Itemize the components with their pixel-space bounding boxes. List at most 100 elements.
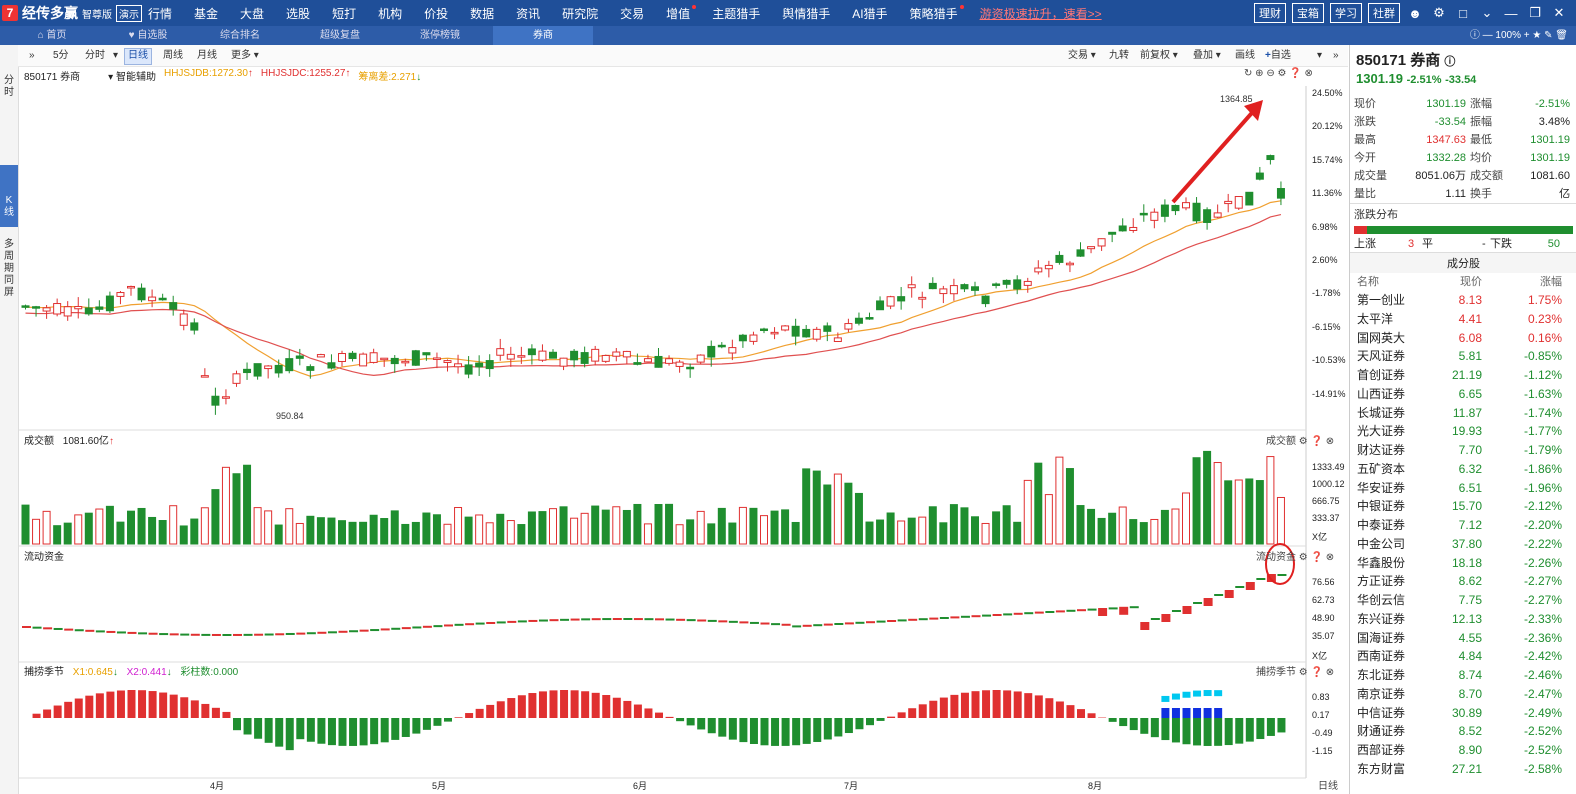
pen-icon[interactable]: ✎: [1544, 30, 1556, 41]
adjust-button[interactable]: 前复权 ▾: [1140, 50, 1178, 61]
col-price[interactable]: 现价: [1460, 276, 1482, 288]
settings-icon[interactable]: ⚙: [1433, 5, 1445, 20]
restore-icon[interactable]: ❐: [1529, 5, 1541, 20]
help-icon[interactable]: ❓: [1310, 436, 1323, 447]
jiuzhuan-button[interactable]: 九转: [1109, 50, 1129, 61]
col-change[interactable]: 涨幅: [1540, 276, 1562, 288]
collapse-icon[interactable]: »: [1333, 50, 1339, 61]
constituent-row[interactable]: 中金公司 37.80 -2.22%: [1350, 535, 1576, 554]
tab-kline[interactable]: K 线: [0, 165, 18, 227]
promo-link[interactable]: 游资极速拉升，速看>>: [979, 6, 1102, 21]
trade-button[interactable]: 交易 ▾: [1068, 50, 1096, 61]
gear-icon[interactable]: ⚙: [1298, 667, 1308, 678]
dropdown-icon[interactable]: ▾: [113, 50, 119, 61]
tab-watchlist[interactable]: ♥ 自选股: [118, 26, 178, 45]
constituent-row[interactable]: 东方财富 27.21 -2.58%: [1350, 760, 1576, 779]
tab-fenshi[interactable]: 分 时: [0, 45, 18, 105]
shequn-button[interactable]: 社群: [1368, 3, 1400, 23]
menu-item[interactable]: AI猎手: [852, 6, 888, 21]
period-monthly[interactable]: 月线: [197, 50, 217, 61]
tab-review[interactable]: 超级复盘: [320, 30, 360, 41]
kline-chart[interactable]: 1364.85 950.84: [18, 66, 1308, 794]
menu-item[interactable]: 机构: [378, 6, 403, 21]
constituent-row[interactable]: 西南证券 4.84 -2.42%: [1350, 647, 1576, 666]
draw-button[interactable]: 画线: [1235, 50, 1255, 61]
constituent-row[interactable]: 方正证券 8.62 -2.27%: [1350, 572, 1576, 591]
gear-icon[interactable]: ⚙: [1277, 68, 1290, 79]
constituent-row[interactable]: 太平洋 4.41 0.23%: [1350, 310, 1576, 329]
constituent-row[interactable]: 西部证券 8.90 -2.52%: [1350, 741, 1576, 760]
period-daily[interactable]: 日线: [124, 48, 152, 65]
licai-button[interactable]: 理财: [1254, 3, 1286, 23]
constituent-row[interactable]: 首创证券 21.19 -1.12%: [1350, 366, 1576, 385]
period-weekly[interactable]: 周线: [163, 50, 183, 61]
constituent-row[interactable]: 五矿资本 6.32 -1.86%: [1350, 460, 1576, 479]
menu-item[interactable]: 选股: [286, 6, 311, 21]
tab-multi-period[interactable]: 多 周 期 同 屏: [0, 227, 18, 299]
menu-item[interactable]: 主题猎手: [712, 6, 761, 21]
constituent-row[interactable]: 光大证券 19.93 -1.77%: [1350, 422, 1576, 441]
constituent-row[interactable]: 东北证券 8.74 -2.46%: [1350, 666, 1576, 685]
col-name[interactable]: 名称: [1357, 276, 1379, 288]
window-layout-icon[interactable]: □: [1459, 5, 1467, 21]
tab-home[interactable]: ⌂ 首页: [22, 26, 82, 45]
constituent-row[interactable]: 山西证券 6.65 -1.63%: [1350, 385, 1576, 404]
menu-item[interactable]: 资讯: [516, 6, 541, 21]
menu-item[interactable]: 交易: [620, 6, 645, 21]
constituent-row[interactable]: 华鑫股份 18.18 -2.26%: [1350, 554, 1576, 573]
refresh-icon[interactable]: ↻: [1244, 68, 1256, 79]
menu-item[interactable]: 价投: [424, 6, 449, 21]
menu-item[interactable]: 短打: [332, 6, 357, 21]
close-icon[interactable]: ⊗: [1325, 436, 1335, 447]
period-5min[interactable]: 5分: [53, 50, 69, 61]
constituent-row[interactable]: 中泰证券 7.12 -2.20%: [1350, 516, 1576, 535]
constituent-row[interactable]: 华创云信 7.75 -2.27%: [1350, 591, 1576, 610]
minimize-icon[interactable]: —: [1504, 5, 1518, 21]
xuexi-button[interactable]: 学习: [1330, 3, 1362, 23]
tab-ranking[interactable]: 综合排名: [220, 30, 260, 41]
menu-item[interactable]: 基金: [194, 6, 219, 21]
constituent-row[interactable]: 中银证券 15.70 -2.12%: [1350, 497, 1576, 516]
tab-securities[interactable]: 券商: [493, 26, 593, 45]
aux-toggle[interactable]: ▾ 智能辅助: [108, 68, 156, 83]
period-intraday[interactable]: 分时: [85, 50, 105, 61]
menu-item[interactable]: 大盘: [240, 6, 265, 21]
baoxiang-button[interactable]: 宝箱: [1292, 3, 1324, 23]
help-icon[interactable]: ❓: [1310, 552, 1323, 563]
overlay-button[interactable]: 叠加 ▾: [1193, 50, 1221, 61]
chevron-down-icon[interactable]: ⌄: [1481, 5, 1493, 20]
constituent-row[interactable]: 天风证券 5.81 -0.85%: [1350, 347, 1576, 366]
constituent-row[interactable]: 东兴证券 12.13 -2.33%: [1350, 610, 1576, 629]
constituent-row[interactable]: 长城证券 11.87 -1.74%: [1350, 404, 1576, 423]
constituent-row[interactable]: 财通证券 8.52 -2.52%: [1350, 722, 1576, 741]
zoom-in-icon[interactable]: ⊕: [1255, 68, 1267, 79]
zoom-out-icon[interactable]: —: [1482, 30, 1496, 41]
menu-item[interactable]: 行情: [148, 6, 173, 21]
menu-item[interactable]: 研究院: [562, 6, 599, 21]
info-icon[interactable]: ⓘ: [1444, 56, 1456, 68]
menu-item[interactable]: 增值: [666, 4, 697, 21]
close-icon[interactable]: ⊗: [1325, 667, 1335, 678]
tab-limitup[interactable]: 涨停榜镜: [420, 30, 460, 41]
constituent-row[interactable]: 中信证券 30.89 -2.49%: [1350, 704, 1576, 723]
menu-item[interactable]: 舆情猎手: [782, 6, 831, 21]
help-icon[interactable]: ❓: [1289, 68, 1305, 79]
zoom-out-icon[interactable]: ⊖: [1266, 68, 1278, 79]
info-icon[interactable]: ⓘ: [1469, 30, 1483, 41]
gear-icon[interactable]: ⚙: [1298, 552, 1308, 563]
close-icon[interactable]: ⊗: [1304, 68, 1313, 79]
add-watch-button[interactable]: +自选: [1262, 48, 1294, 63]
dropdown-icon[interactable]: ▾: [1317, 50, 1323, 61]
delete-icon[interactable]: 🗑: [1555, 30, 1568, 41]
menu-item[interactable]: 策略猎手: [909, 4, 964, 21]
star-icon[interactable]: ★: [1532, 30, 1545, 41]
user-icon[interactable]: ☻: [1408, 5, 1422, 21]
constituent-row[interactable]: 第一创业 8.13 1.75%: [1350, 291, 1576, 310]
constituent-row[interactable]: 国海证券 4.55 -2.36%: [1350, 629, 1576, 648]
constituent-row[interactable]: 南京证券 8.70 -2.47%: [1350, 685, 1576, 704]
constituent-row[interactable]: 华安证券 6.51 -1.96%: [1350, 479, 1576, 498]
close-icon[interactable]: ✕: [1553, 5, 1565, 20]
gear-icon[interactable]: ⚙: [1298, 436, 1308, 447]
expand-icon[interactable]: »: [29, 50, 35, 61]
close-icon[interactable]: ⊗: [1325, 552, 1335, 563]
